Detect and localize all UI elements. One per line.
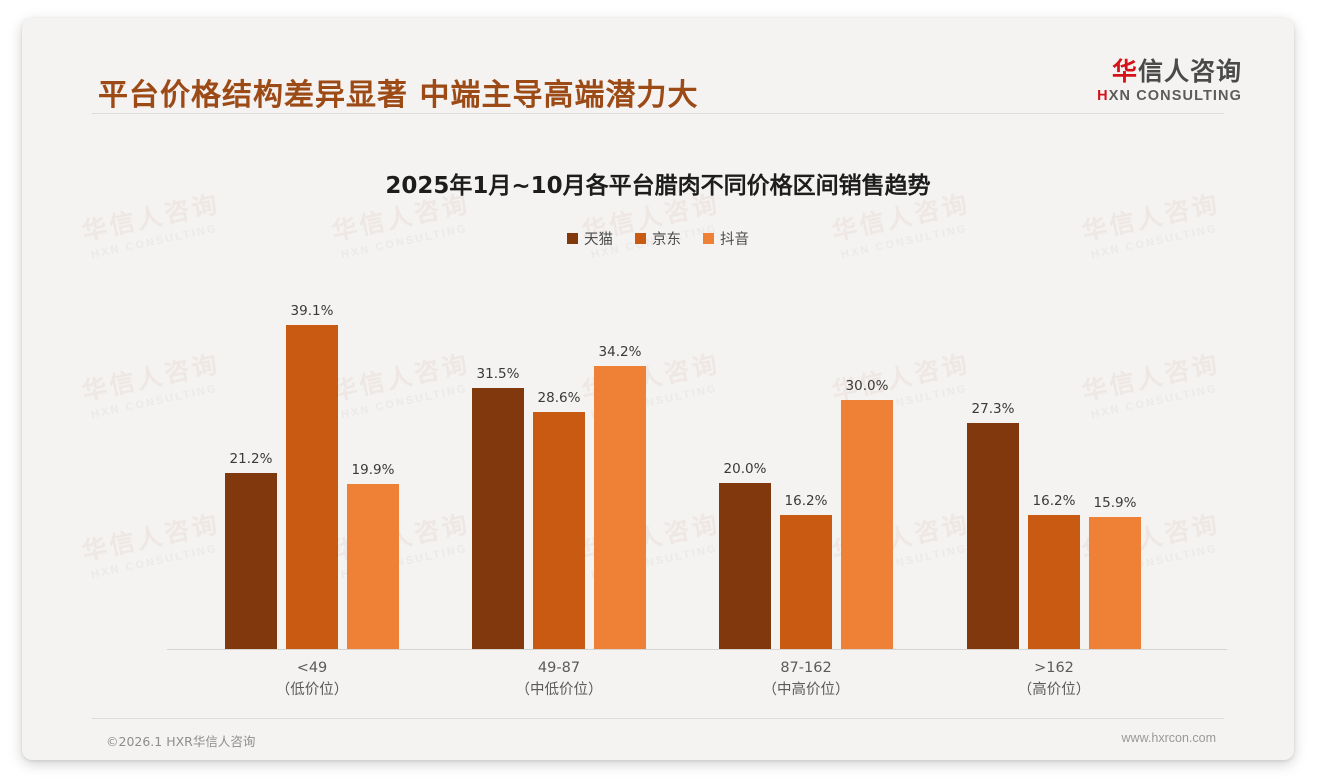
bar-item[interactable]: 15.9%: [1089, 495, 1141, 649]
bar[interactable]: [472, 388, 524, 649]
x-axis-labels: <49 （低价位） 49-87 （中低价位） 87-162 （中高价位） >162 （高价位）: [167, 658, 1227, 718]
bar-group-0: 21.2% 39.1% 19.9%: [225, 303, 399, 649]
bar[interactable]: [533, 412, 585, 649]
slide-title: 平台价格结构差异显著 中端主导高端潜力大: [98, 78, 699, 113]
x-axis-tick-range: 87-162: [780, 660, 832, 676]
bar-value-label: 16.2%: [784, 492, 828, 509]
slide-card: 华信人咨询 HXN CONSULTING 华信人咨询 HXN CONSULTING 华信…: [22, 18, 1294, 760]
bar-value-label: 30.0%: [845, 378, 889, 395]
bar-item[interactable]: 21.2%: [225, 451, 277, 649]
bar[interactable]: [594, 365, 646, 649]
bar[interactable]: [841, 400, 893, 649]
bar[interactable]: [286, 325, 338, 649]
x-axis-tick-tier: （高价位）: [1017, 681, 1091, 698]
company-logo: 华信人咨询 HXN CONSULTING: [1097, 58, 1242, 104]
logo-chinese: 华信人咨询: [1097, 58, 1242, 86]
x-axis-tick-tier: （中高价位）: [762, 681, 850, 698]
x-axis-tick-tier: （低价位）: [275, 681, 349, 698]
legend-label: 京东: [652, 232, 681, 248]
bar-item[interactable]: 30.0%: [841, 378, 893, 649]
footer-divider: [92, 718, 1224, 719]
bar-item[interactable]: 31.5%: [472, 366, 524, 649]
bar[interactable]: [1089, 517, 1141, 649]
logo-chinese-highlight: 华: [1111, 57, 1138, 86]
bar-value-label: 16.2%: [1032, 492, 1076, 509]
footer-website[interactable]: www.hxrcon.com: [1121, 731, 1216, 745]
x-axis-tick-2: 87-162 （中高价位）: [716, 658, 896, 702]
bar-value-label: 31.5%: [476, 366, 520, 382]
x-axis-tick-range: 49-87: [537, 660, 581, 676]
bar-value-label: 15.9%: [1093, 495, 1137, 512]
logo-chinese-rest: 信人咨询: [1137, 57, 1242, 86]
bar[interactable]: [780, 514, 832, 649]
legend-item-1[interactable]: 京东: [635, 228, 681, 249]
bar-item[interactable]: 28.6%: [533, 390, 585, 649]
x-axis-tick-3: >162 （高价位）: [964, 658, 1144, 702]
slide-header: 平台价格结构差异显著 中端主导高端潜力大 华信人咨询 HXN CONSULTIN…: [22, 18, 1294, 114]
bar[interactable]: [719, 483, 771, 649]
legend-swatch-icon: [703, 233, 714, 244]
bar-value-label: 27.3%: [971, 400, 1015, 417]
bar[interactable]: [347, 484, 399, 649]
bar-item[interactable]: 34.2%: [594, 344, 646, 649]
x-axis-tick-range: >162: [1034, 660, 1074, 676]
x-axis-tick-1: 49-87 （中低价位）: [469, 658, 649, 702]
bar-value-label: 20.0%: [723, 461, 767, 478]
bar-group-2: 20.0% 16.2% 30.0%: [719, 378, 893, 649]
bar-group-3: 27.3% 16.2% 15.9%: [967, 401, 1141, 649]
x-axis-tick-0: <49 （低价位）: [222, 658, 402, 702]
bar-item[interactable]: 39.1%: [286, 303, 338, 649]
logo-english: HXN CONSULTING: [1097, 87, 1242, 105]
chart-legend: 天猫 京东 抖音: [22, 228, 1294, 249]
bar-item[interactable]: 16.2%: [1028, 493, 1080, 649]
bar[interactable]: [967, 422, 1019, 649]
bar-value-label: 21.2%: [229, 451, 273, 468]
bar[interactable]: [225, 473, 277, 649]
logo-english-highlight: H: [1097, 87, 1109, 104]
bar-item[interactable]: 27.3%: [967, 401, 1019, 649]
legend-label: 抖音: [720, 232, 749, 248]
bar-value-label: 28.6%: [537, 390, 581, 407]
chart-title: 2025年1月~10月各平台腊肉不同价格区间销售趋势: [385, 173, 931, 199]
bar-value-label: 39.1%: [290, 303, 334, 320]
bar[interactable]: [1028, 514, 1080, 649]
footer-copyright: ©2026.1 HXR华信人咨询: [106, 734, 256, 749]
bar-item[interactable]: 20.0%: [719, 461, 771, 649]
x-axis-line: [167, 649, 1227, 650]
bar-group-1: 31.5% 28.6% 34.2%: [472, 344, 646, 649]
legend-item-0[interactable]: 天猫: [567, 228, 613, 249]
legend-swatch-icon: [635, 233, 646, 244]
legend-label: 天猫: [584, 232, 613, 248]
logo-english-rest: XN CONSULTING: [1108, 87, 1242, 104]
bar-item[interactable]: 16.2%: [780, 493, 832, 649]
header-divider: [92, 113, 1224, 114]
bar-item[interactable]: 19.9%: [347, 462, 399, 649]
legend-swatch-icon: [567, 233, 578, 244]
bar-value-label: 34.2%: [598, 343, 642, 360]
bar-value-label: 19.9%: [351, 462, 395, 479]
x-axis-tick-tier: （中低价位）: [515, 681, 603, 698]
x-axis-tick-range: <49: [296, 660, 328, 676]
chart-plot-area: 21.2% 39.1% 19.9% 31.5% 28.6% 34.2% 20.0% 16.2%…: [167, 268, 1227, 650]
legend-item-2[interactable]: 抖音: [703, 228, 749, 249]
